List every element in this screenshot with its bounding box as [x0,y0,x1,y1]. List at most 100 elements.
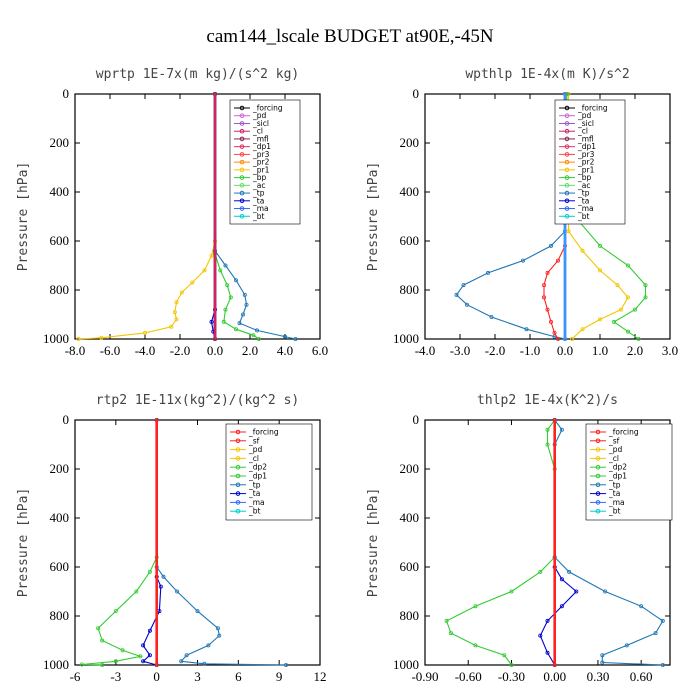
legend-entry: _ta [252,196,264,205]
x-tick-label: -0.90 [411,669,438,684]
data-point [633,307,638,312]
data-point [100,663,105,668]
legend-entry: _forcing [577,104,608,113]
legend-marker [595,482,601,488]
data-point [293,336,298,341]
x-tick-label: 12 [314,669,327,684]
legend-entry: _pr2 [577,158,595,167]
legend-entry: _mfl [577,134,594,143]
legend-entry: _sf [608,436,620,445]
data-point [448,631,453,636]
legend-marker [239,198,245,204]
legend-marker [595,473,601,479]
y-tick-label: 400 [400,510,420,525]
panel-title: thlp2 1E-4x(K^2)/s [477,393,618,408]
y-tick-label: 0 [63,86,70,101]
legend-marker [564,128,570,134]
legend-entry: _dp1 [252,142,271,151]
legend-marker [595,447,601,452]
series-line-tp [455,94,566,340]
x-tick-label: 0.00 [543,669,566,684]
legend-marker [564,206,570,211]
x-tick-label: -2.0 [485,343,506,358]
data-point [141,659,146,664]
legend-marker [235,438,241,444]
legend-entry: _bt [608,507,621,516]
legend-entry: _cl [252,127,263,136]
data-point [233,327,238,332]
data-point [626,263,631,268]
x-tick-label: 0.0 [207,343,223,358]
data-point [598,243,603,248]
data-point [538,569,543,574]
data-point [195,609,200,614]
series-line-dp1 [543,94,566,340]
legend-entry: _dp1 [248,472,267,481]
data-point [154,663,159,668]
legend-marker [239,183,245,188]
data-point [509,663,514,668]
legend-entry: _pr2 [252,158,270,167]
data-point [147,628,152,633]
legend-marker [564,159,570,165]
legend-entry: _tp [248,480,261,489]
legend-entry: _tp [252,189,265,198]
legend-marker [239,159,245,165]
x-tick-label: 2.0 [242,343,258,358]
data-point [643,295,648,300]
series-line-pr1 [78,94,216,340]
data-point [639,604,644,609]
legend-marker [564,213,570,219]
series-line-ta [539,420,578,666]
legend-marker [235,429,241,435]
legend-entry: _pr3 [577,150,595,159]
legend-marker [239,105,245,111]
legend-entry: _ac [252,181,265,190]
data-point [202,661,207,666]
legend-marker [235,473,241,479]
legend-entry: _bp [577,173,592,182]
x-tick-label: 0.0 [557,343,573,358]
data-point [556,258,561,263]
data-point [545,427,550,432]
data-point [615,283,620,288]
legend-entry: _sicl [577,119,594,128]
data-point [179,659,184,664]
data-point [212,336,217,341]
data-point [158,584,163,589]
y-tick-label: 200 [50,135,70,150]
data-point [174,317,179,322]
legend: _forcing_sf_pd_cl_dp2_dp1_tp_ta_ma_bt [585,423,673,521]
data-point [580,248,585,253]
data-point [559,427,564,432]
data-point [524,327,529,332]
data-point [113,609,118,614]
data-point [113,659,118,664]
data-point [172,310,177,315]
series-line-dp1 [81,420,158,666]
y-tick-label: 1000 [43,331,69,346]
y-tick-label: 600 [50,233,70,248]
y-tick-label: 800 [400,282,420,297]
x-tick-label: -4.0 [415,343,436,358]
y-tick-label: 400 [400,184,420,199]
legend: _forcing_pd_sicl_cl_mfl_dp1_pr3_pr2_pr1_… [554,99,626,225]
legend-marker [564,175,570,180]
data-point [509,589,514,594]
legend-marker [235,508,241,514]
legend-marker [235,491,241,496]
y-tick-label: 600 [50,559,70,574]
y-tick-label: 400 [50,184,70,199]
data-point [542,283,547,288]
x-tick-label: 0.30 [587,669,610,684]
figure-title: cam144_lscale BUDGET at90E,-45N [206,26,493,47]
chart-panel-4: thlp2 1E-4x(K^2)/s Pressure [hPa] 0 200 400 6… [366,393,673,684]
legend-marker [235,456,241,461]
legend: _forcing_sf_pd_cl_dp2_dp1_tp_ta_ma_bt [225,423,313,521]
data-point [138,654,143,659]
x-tick-label: -2.0 [170,343,191,358]
data-point [179,290,184,295]
legend-entry: _ma [577,204,594,213]
data-point [549,319,554,324]
